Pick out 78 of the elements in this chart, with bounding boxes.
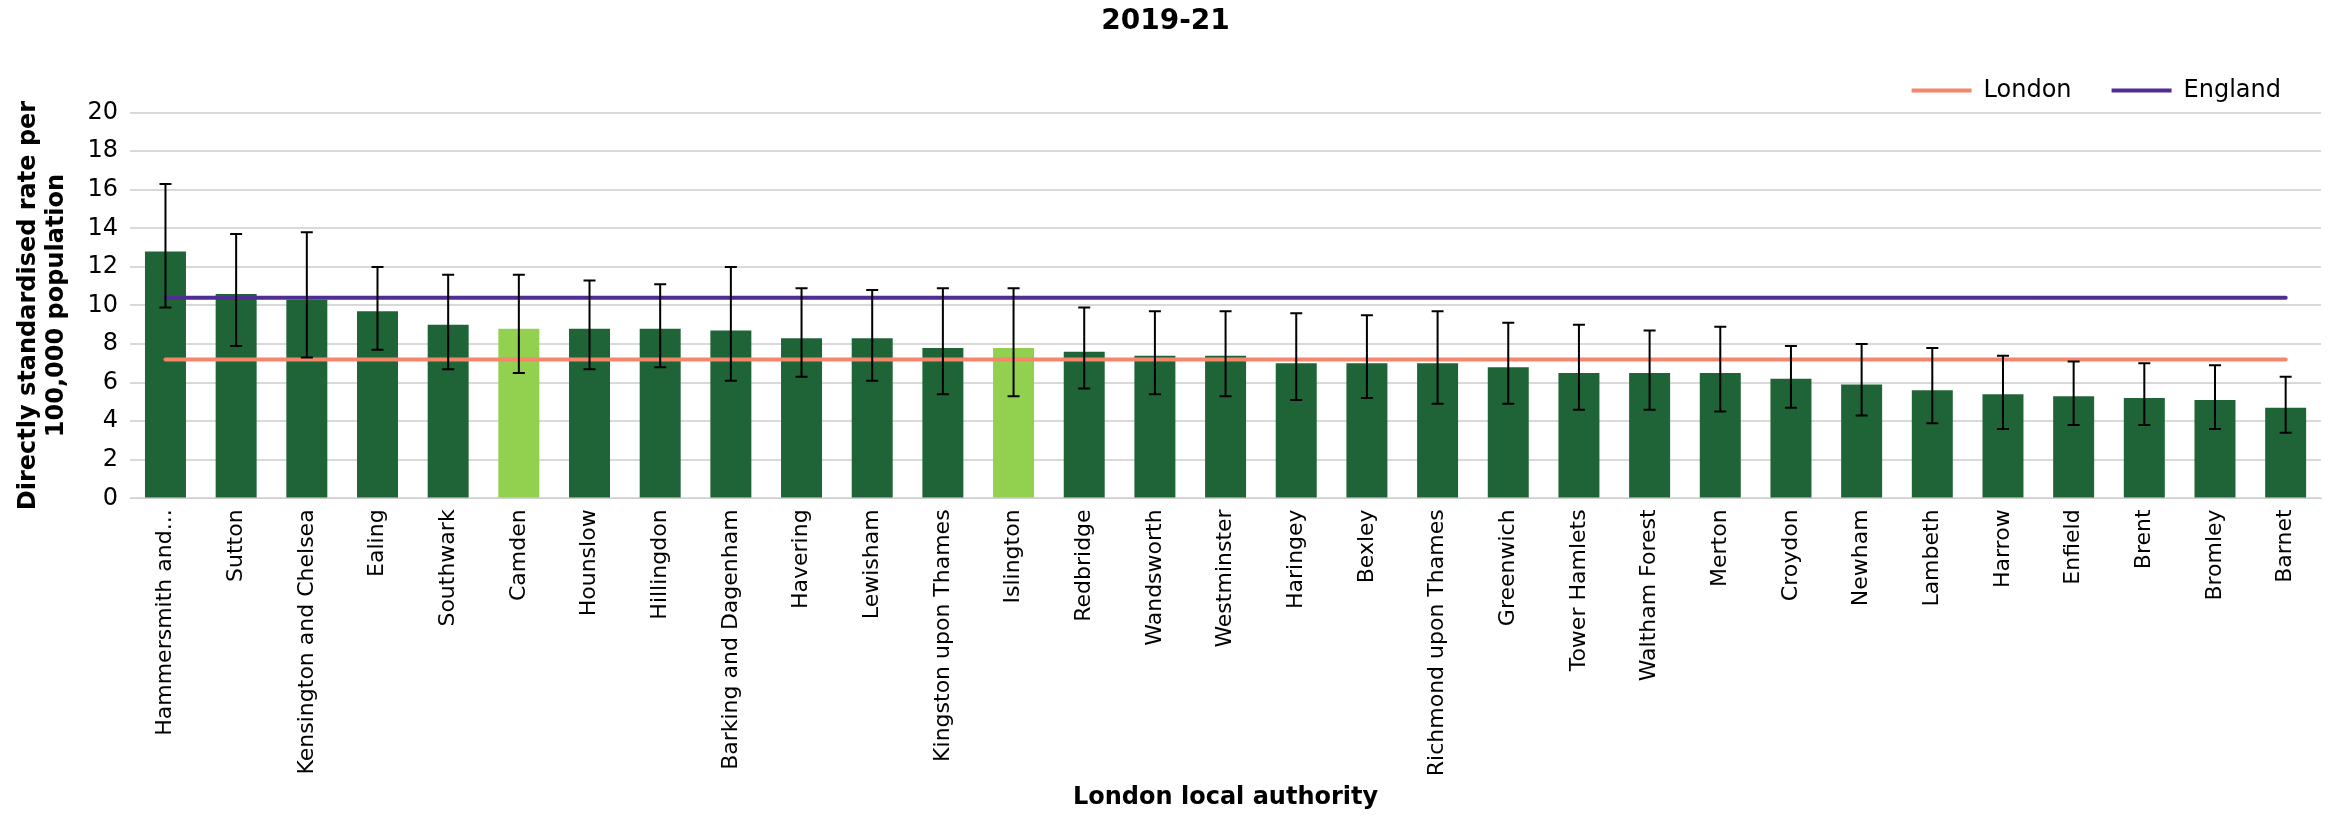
- bar: [286, 299, 328, 498]
- bar: [1699, 373, 1741, 498]
- x-tick-label: Westminster: [1211, 508, 1237, 648]
- legend-label: England: [2183, 74, 2282, 103]
- y-tick-label: 4: [102, 405, 119, 434]
- bar: [427, 324, 469, 498]
- x-tick-label: Enfield: [2059, 509, 2085, 585]
- bar: [1982, 394, 2024, 498]
- x-tick-label: Newham: [1847, 509, 1873, 607]
- bar: [1063, 351, 1105, 498]
- bar: [1629, 373, 1671, 498]
- bar: [2194, 400, 2236, 498]
- y-tick-label: 0: [102, 482, 119, 511]
- x-tick-label: Waltham Forest: [1635, 509, 1661, 682]
- x-tick-label: Barnet: [2271, 509, 2297, 583]
- x-tick-label: Harrow: [1988, 509, 2014, 589]
- bar: [1134, 355, 1176, 498]
- bar: [1487, 367, 1529, 498]
- bar: [781, 338, 823, 498]
- x-axis-title: London local authority: [1072, 781, 1379, 810]
- bar: [993, 347, 1035, 498]
- x-tick-label: Haringey: [1281, 509, 1307, 610]
- bar: [569, 328, 611, 498]
- bar: [498, 328, 540, 498]
- y-tick-label: 14: [87, 212, 119, 241]
- bar: [144, 251, 186, 498]
- x-tick-label: Islington: [999, 509, 1025, 604]
- y-tick-label: 10: [87, 289, 119, 318]
- x-tick-label: Hammersmith and...: [151, 509, 177, 736]
- x-tick-label: Richmond upon Thames: [1423, 509, 1449, 777]
- y-tick-label: 2: [102, 444, 119, 473]
- bar: [1346, 363, 1388, 498]
- x-tick-label: Redbridge: [1069, 509, 1095, 622]
- bar: [639, 328, 681, 498]
- y-axis-title: Directly standardised rate per 100,000 population: [12, 100, 70, 511]
- bar: [2265, 407, 2307, 498]
- x-tick-label: Hounslow: [575, 509, 601, 617]
- x-tick-label: Brent: [2130, 509, 2156, 570]
- y-tick-label: 8: [102, 328, 119, 357]
- bar: [1911, 390, 1953, 498]
- x-tick-label: Hillingdon: [645, 509, 671, 620]
- y-tick-label: 16: [87, 173, 119, 202]
- legend-label: London: [1983, 74, 2072, 103]
- x-tick-label: Lewisham: [857, 509, 883, 620]
- x-tick-label: Barking and Dagenham: [716, 509, 742, 770]
- bar: [1558, 373, 1600, 498]
- bar: [1275, 363, 1317, 498]
- x-tick-label: Southwark: [433, 509, 459, 627]
- bar: [922, 347, 964, 498]
- x-tick-label: Greenwich: [1493, 509, 1519, 627]
- bar: [215, 293, 257, 498]
- x-tick-label: Bexley: [1352, 509, 1378, 584]
- x-tick-label: Tower Hamlets: [1564, 509, 1590, 673]
- bar: [851, 338, 893, 498]
- x-tick-label: Havering: [787, 509, 813, 610]
- x-tick-label: Kensington and Chelsea: [292, 509, 318, 775]
- x-tick-label: Croydon: [1776, 509, 1802, 602]
- y-tick-label: 18: [87, 135, 119, 164]
- x-tick-label: Merton: [1706, 509, 1731, 587]
- bar: [2053, 396, 2095, 498]
- bar: [1841, 384, 1883, 498]
- bar: [710, 330, 752, 498]
- bar: [2123, 398, 2165, 498]
- y-tick-label: 6: [102, 366, 119, 395]
- x-tick-label: Wandsworth: [1140, 509, 1166, 646]
- x-tick-label: Lambeth: [1918, 509, 1944, 607]
- y-tick-label: 20: [87, 96, 119, 125]
- x-tick-label: Ealing: [363, 509, 389, 577]
- bar: [1205, 355, 1247, 498]
- x-tick-label: Kingston upon Thames: [928, 509, 954, 762]
- chart-title: 2019-21: [1101, 3, 1230, 37]
- bar: [357, 311, 398, 498]
- x-tick-label: Camden: [504, 509, 530, 602]
- y-tick-label: 12: [87, 251, 119, 280]
- x-tick-label: Sutton: [221, 509, 247, 582]
- x-tick-label: Bromley: [2200, 509, 2226, 601]
- bar: [1417, 363, 1459, 498]
- bar: [1770, 378, 1812, 498]
